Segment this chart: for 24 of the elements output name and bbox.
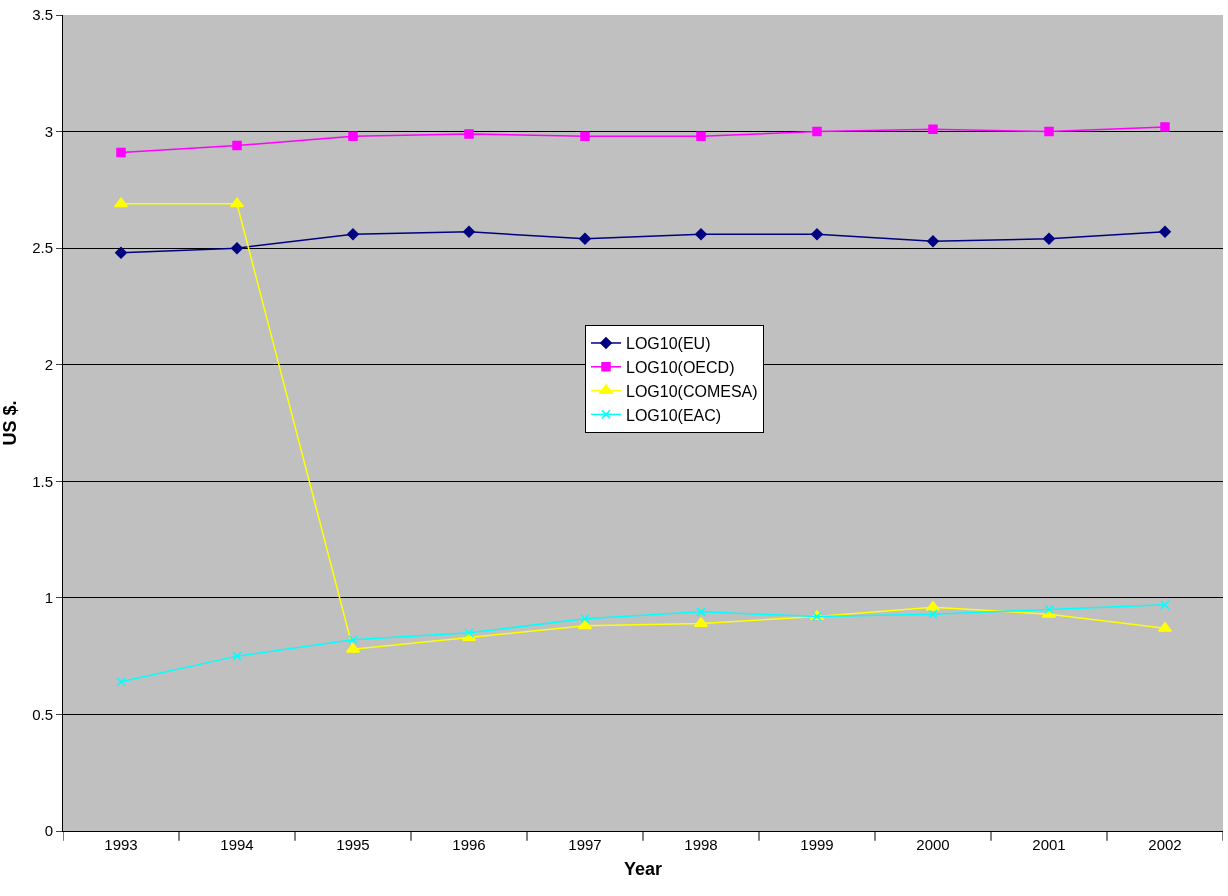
x-tick-label: 1994 <box>220 836 254 853</box>
y-tick-label: 0.5 <box>32 705 53 723</box>
y-axis-title: US $. <box>0 400 20 446</box>
y-tick-label: 2 <box>44 355 53 373</box>
x-tick-label: 2001 <box>1032 836 1066 853</box>
y-tick-label: 1 <box>44 589 53 607</box>
y-tick-label: 0 <box>44 822 53 840</box>
legend-label: LOG10(COMESA) <box>626 382 758 400</box>
x-tick-label: 2002 <box>1148 836 1182 853</box>
y-tick-label: 3 <box>44 122 53 140</box>
legend-label: LOG10(EAC) <box>626 406 722 424</box>
x-tick-label: 1995 <box>336 836 370 853</box>
x-tick-label: 1997 <box>568 836 602 853</box>
x-tick-label: 1996 <box>452 836 486 853</box>
x-tick-label: 1999 <box>800 836 834 853</box>
y-tick-label: 1.5 <box>32 472 53 490</box>
legend-label: LOG10(OECD) <box>626 359 735 377</box>
x-axis-title: Year <box>623 859 663 880</box>
y-tick-label: 2.5 <box>32 239 53 257</box>
x-tick-label: 1993 <box>104 836 138 853</box>
y-tick-label: 3.5 <box>32 6 53 24</box>
legend-label: LOG10(EU) <box>626 335 711 353</box>
x-tick-label: 2000 <box>916 836 950 853</box>
x-tick-label: 1998 <box>684 836 718 853</box>
